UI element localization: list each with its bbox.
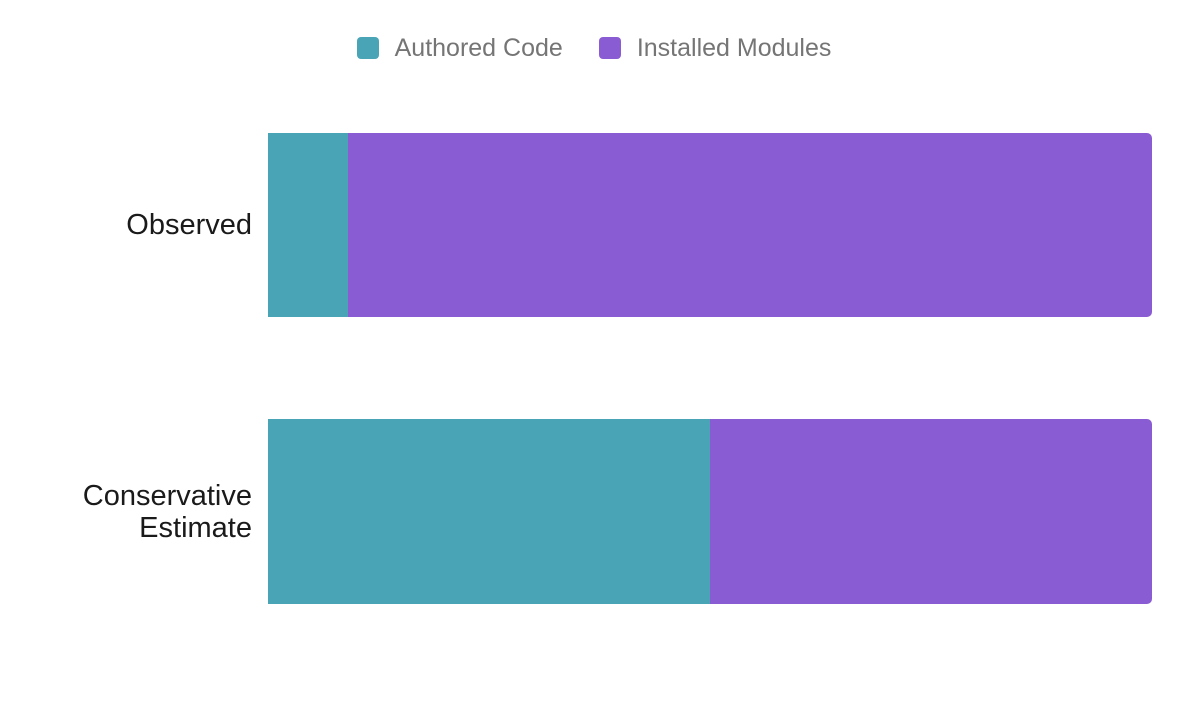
legend-swatch-installed-modules-icon <box>598 37 621 59</box>
legend-label-authored-code: Authored Code <box>394 34 563 62</box>
legend-item-installed-modules[interactable]: Installed Modules <box>598 34 832 62</box>
chart-row-conservative-estimate: Conservative Estimate <box>0 419 1152 604</box>
bar-segment-conservative-authored-code[interactable] <box>268 419 710 604</box>
category-label-conservative-estimate: Conservative Estimate <box>82 479 252 544</box>
bar-conservative-estimate <box>268 419 1152 604</box>
bar-segment-conservative-installed-modules[interactable] <box>710 419 1152 604</box>
legend-swatch-authored-code-icon <box>356 37 379 59</box>
chart-legend: Authored Code Installed Modules <box>0 34 1188 62</box>
legend-item-authored-code[interactable]: Authored Code <box>356 34 563 62</box>
bar-observed <box>268 133 1152 317</box>
chart-row-observed: Observed <box>0 133 1152 317</box>
legend-label-installed-modules: Installed Modules <box>636 34 832 62</box>
category-label-observed: Observed <box>126 209 252 241</box>
bar-segment-observed-authored-code[interactable] <box>268 133 348 317</box>
bar-segment-observed-installed-modules[interactable] <box>347 133 1152 317</box>
